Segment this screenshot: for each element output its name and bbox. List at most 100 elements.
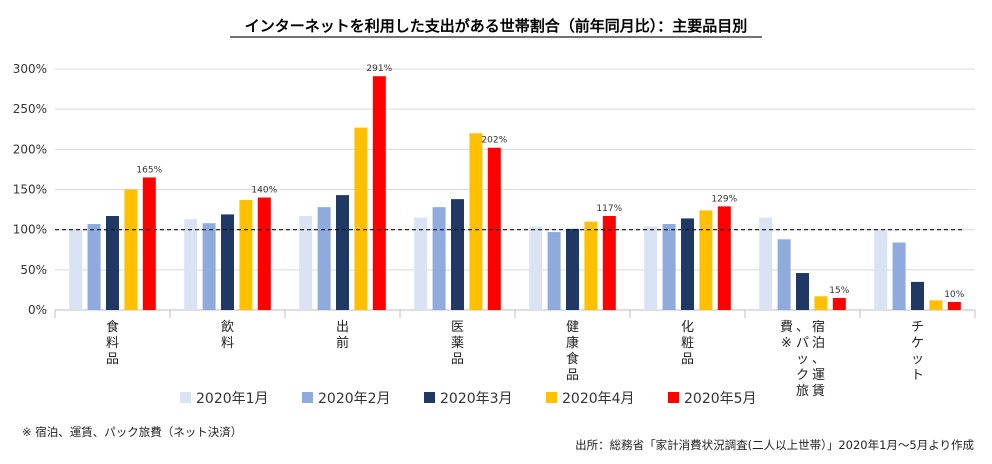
category-label: 出前: [336, 320, 349, 351]
category-label-char: 泊: [812, 336, 825, 351]
bar: [796, 273, 809, 310]
category-label-char: ト: [911, 368, 924, 383]
category-label-char: ケ: [911, 336, 924, 351]
bar: [584, 221, 598, 310]
bar: [124, 189, 138, 310]
bar: [602, 216, 616, 310]
bar: [947, 301, 961, 310]
bar: [529, 226, 543, 310]
data-label: 129%: [711, 194, 737, 204]
bar: [911, 281, 924, 310]
bar: [336, 195, 349, 310]
y-tick-label: 200%: [13, 142, 47, 156]
category-label-char: 運: [812, 368, 825, 383]
category-label-char: 薬: [451, 336, 464, 351]
category-label-char: 料: [106, 336, 119, 351]
bar: [87, 224, 101, 310]
y-tick-label: 150%: [13, 183, 47, 197]
bar: [299, 216, 313, 310]
category-label-char: 賃: [812, 384, 825, 399]
bar: [239, 199, 253, 310]
category-label-char: 品: [681, 352, 694, 367]
bar: [487, 147, 501, 310]
bar: [699, 210, 713, 310]
category-label-char: 、: [812, 352, 825, 367]
bar: [202, 223, 216, 310]
category-label-char: 康: [566, 335, 579, 351]
y-axis-ticks: 0% 50% 100% 150% 200% 250% 300%: [13, 62, 47, 317]
legend-swatch: [668, 392, 679, 403]
bar: [832, 297, 846, 310]
data-label: 15%: [829, 286, 849, 296]
legend-swatch: [302, 392, 313, 403]
legend-swatch: [180, 392, 191, 403]
legend-label: 2020年5月: [684, 391, 757, 407]
bar: [184, 219, 198, 310]
category-label-char: 品: [566, 368, 579, 383]
y-tick-label: 250%: [13, 102, 47, 116]
category-label-char: 粧: [681, 336, 694, 351]
category-label: 食料品: [106, 319, 119, 367]
bar: [777, 239, 791, 310]
bar: [257, 197, 271, 310]
bar: [221, 214, 234, 310]
category-label: 医薬品: [451, 320, 464, 367]
category-label-char: ク: [796, 368, 809, 383]
footnote-left: ※ 宿泊、運賃、パック旅費（ネット決済）: [22, 425, 242, 439]
category-label-char: パ: [796, 336, 809, 351]
bars: [69, 76, 961, 310]
legend-swatch: [424, 392, 435, 403]
chart-title: インターネットを利用した支出がある世帯割合（前年同月比）：主要品目別: [245, 17, 748, 35]
bar: [547, 232, 561, 310]
bar: [874, 230, 888, 310]
legend-label: 2020年1月: [196, 391, 269, 407]
category-label-char: 健: [566, 320, 579, 335]
category-label-char: 前: [336, 335, 349, 351]
data-label: 140%: [251, 186, 277, 196]
category-label-char: ※: [781, 336, 792, 351]
category-label-char: 食: [566, 351, 579, 367]
category-label-char: 費: [780, 320, 793, 335]
category-label: 飲料: [221, 319, 234, 351]
legend-swatch: [546, 392, 557, 403]
bar: [566, 228, 579, 310]
category-label-char: 医: [451, 320, 464, 335]
y-tick-label: 50%: [20, 263, 47, 277]
legend-label: 2020年4月: [562, 391, 635, 407]
category-label-char: 、: [796, 320, 809, 335]
bar: [106, 216, 119, 310]
bar: [892, 242, 906, 310]
y-tick-label: 100%: [13, 223, 47, 237]
bar: [414, 217, 428, 310]
category-label: 化粧品: [681, 320, 694, 367]
bar: [354, 127, 368, 310]
data-label: 117%: [596, 204, 622, 214]
bar: [759, 217, 773, 310]
bar: [644, 226, 658, 310]
category-label-char: 飲: [221, 319, 234, 335]
bar: [929, 300, 943, 310]
category-label-char: 料: [221, 336, 234, 351]
data-label: 165%: [136, 165, 162, 175]
category-label-char: 旅: [796, 384, 809, 399]
y-tick-label: 300%: [13, 62, 47, 76]
bar: [142, 177, 156, 310]
category-label-char: 化: [681, 320, 694, 335]
bar: [662, 224, 676, 310]
category-label-char: ッ: [796, 352, 809, 367]
footnote-right: 出所：総務省「家計消費状況調査(二人以上世帯）」2020年1月～5月より作成: [575, 438, 974, 452]
bar: [372, 76, 386, 310]
category-label-char: 品: [106, 352, 119, 367]
legend: 2020年1月 2020年2月 2020年3月 2020年4月 2020年5月: [180, 391, 757, 407]
category-label-char: チ: [911, 320, 924, 335]
legend-label: 2020年2月: [318, 391, 391, 407]
y-tick-label: 0%: [28, 303, 47, 317]
bar: [451, 199, 464, 310]
legend-label: 2020年3月: [440, 391, 513, 407]
data-labels: 165% 140% 291% 202% 117% 129% 15% 10%: [136, 64, 964, 300]
category-label-char: 品: [451, 352, 464, 367]
